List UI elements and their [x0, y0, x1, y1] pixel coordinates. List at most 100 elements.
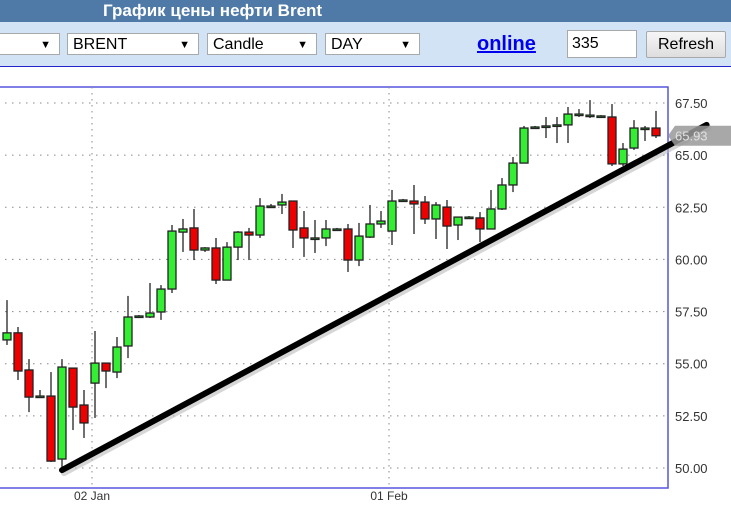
chevron-down-icon: ▼: [179, 39, 190, 51]
candle-body: [79, 404, 89, 424]
candle: [596, 115, 606, 119]
refresh-button[interactable]: Refresh: [646, 31, 726, 58]
online-link[interactable]: online: [477, 33, 536, 55]
candle-body: [552, 124, 562, 128]
candle: [244, 227, 254, 261]
candle-body: [266, 205, 276, 209]
candle: [365, 204, 375, 238]
candle-body: [13, 332, 23, 372]
y-tick-label: 55.00: [675, 357, 708, 372]
chevron-down-icon: ▼: [400, 39, 411, 51]
candle: [200, 247, 210, 252]
candle: [134, 315, 144, 319]
candle: [354, 222, 364, 267]
candle: [585, 100, 595, 119]
candle: [343, 223, 353, 272]
candle: [453, 216, 463, 241]
candle-body: [57, 366, 67, 460]
candle-body: [640, 127, 650, 131]
y-tick-label: 57.50: [675, 305, 708, 320]
candle: [310, 220, 320, 253]
candle-body: [376, 220, 386, 225]
x-tick-label: 02 Jan: [74, 489, 110, 503]
x-tick-label: 01 Feb: [370, 489, 408, 503]
period-value: DAY: [331, 36, 363, 53]
page-title: График цены нефти Brent: [103, 1, 323, 20]
candle-body: [365, 223, 375, 238]
candle: [629, 120, 639, 150]
candle-body: [277, 201, 287, 206]
candle-body: [475, 217, 485, 230]
count-input[interactable]: [567, 30, 637, 58]
candle-body: [2, 332, 12, 341]
candle-body: [563, 113, 573, 126]
candle: [90, 330, 100, 418]
candle: [387, 189, 397, 246]
candle-body: [574, 113, 584, 117]
candle-body: [442, 206, 452, 227]
chevron-down-icon: ▼: [297, 39, 308, 51]
candle-body: [585, 114, 595, 118]
candle: [222, 242, 232, 281]
candle-body: [607, 116, 617, 165]
candle: [2, 300, 12, 345]
candle-body: [255, 205, 265, 236]
candle-body: [596, 115, 606, 119]
candle: [288, 200, 298, 248]
candle-body: [156, 288, 166, 313]
candle-body: [519, 127, 529, 164]
candle-body: [134, 315, 144, 319]
candle-body: [618, 148, 628, 165]
trendline-shadow: [61, 124, 712, 477]
candle-body: [453, 216, 463, 226]
y-tick-label: 50.00: [675, 461, 708, 476]
y-tick-label: 65.00: [675, 148, 708, 163]
y-tick-label: 60.00: [675, 252, 708, 267]
candle: [486, 189, 496, 230]
candle-body: [431, 204, 441, 220]
candle-body: [651, 127, 661, 137]
trendline: [59, 121, 710, 474]
candle-body: [387, 200, 397, 232]
candle: [332, 227, 342, 232]
header-bar: График цены нефти Brent: [0, 0, 731, 22]
symbol-select[interactable]: BRENT ▼: [67, 33, 199, 55]
candle: [519, 125, 529, 164]
candle: [464, 216, 474, 220]
period-select[interactable]: DAY ▼: [325, 33, 420, 55]
candle: [79, 389, 89, 438]
candle: [574, 109, 584, 117]
candle-body: [178, 228, 188, 233]
market-select[interactable]: ▼: [0, 33, 60, 55]
candle-body: [310, 237, 320, 241]
candle-body: [398, 199, 408, 203]
candle-body: [46, 395, 56, 462]
candle-body: [35, 395, 45, 399]
current-price-marker: [668, 125, 731, 146]
candle: [497, 178, 507, 210]
candle-body: [332, 228, 342, 232]
chart-type-select[interactable]: Candle ▼: [207, 33, 317, 55]
candle: [398, 198, 408, 203]
candle-body: [420, 201, 430, 220]
candle: [101, 362, 111, 389]
candle: [508, 157, 518, 193]
candle: [420, 196, 430, 224]
candle: [618, 143, 628, 166]
candle-body: [112, 346, 122, 373]
candle: [233, 231, 243, 261]
candle: [530, 125, 540, 130]
candle: [442, 199, 452, 249]
candle-body: [486, 208, 496, 230]
candle: [68, 367, 78, 431]
candle: [376, 211, 386, 228]
candle: [156, 285, 166, 320]
candle-body: [233, 231, 243, 248]
candle-body: [508, 162, 518, 186]
plot-frame: [0, 86, 669, 489]
candle: [651, 110, 661, 139]
candle: [35, 389, 45, 399]
candle-body: [541, 125, 551, 129]
candle-body: [123, 316, 133, 347]
y-tick-label: 67.50: [675, 96, 708, 111]
